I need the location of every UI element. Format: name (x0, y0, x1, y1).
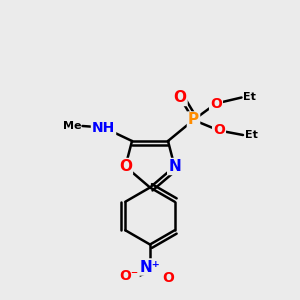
Text: O: O (119, 159, 132, 174)
Text: N: N (168, 159, 181, 174)
Text: Et: Et (244, 130, 257, 140)
Text: O: O (210, 97, 222, 110)
Text: O⁻: O⁻ (119, 269, 139, 283)
Text: NH: NH (92, 121, 115, 134)
Text: O: O (213, 124, 225, 137)
Text: P: P (188, 112, 199, 128)
Text: O: O (173, 90, 187, 105)
Text: Et: Et (243, 92, 256, 103)
Text: O: O (162, 271, 174, 284)
Text: Me: Me (62, 121, 81, 131)
Text: N⁺: N⁺ (140, 260, 160, 274)
